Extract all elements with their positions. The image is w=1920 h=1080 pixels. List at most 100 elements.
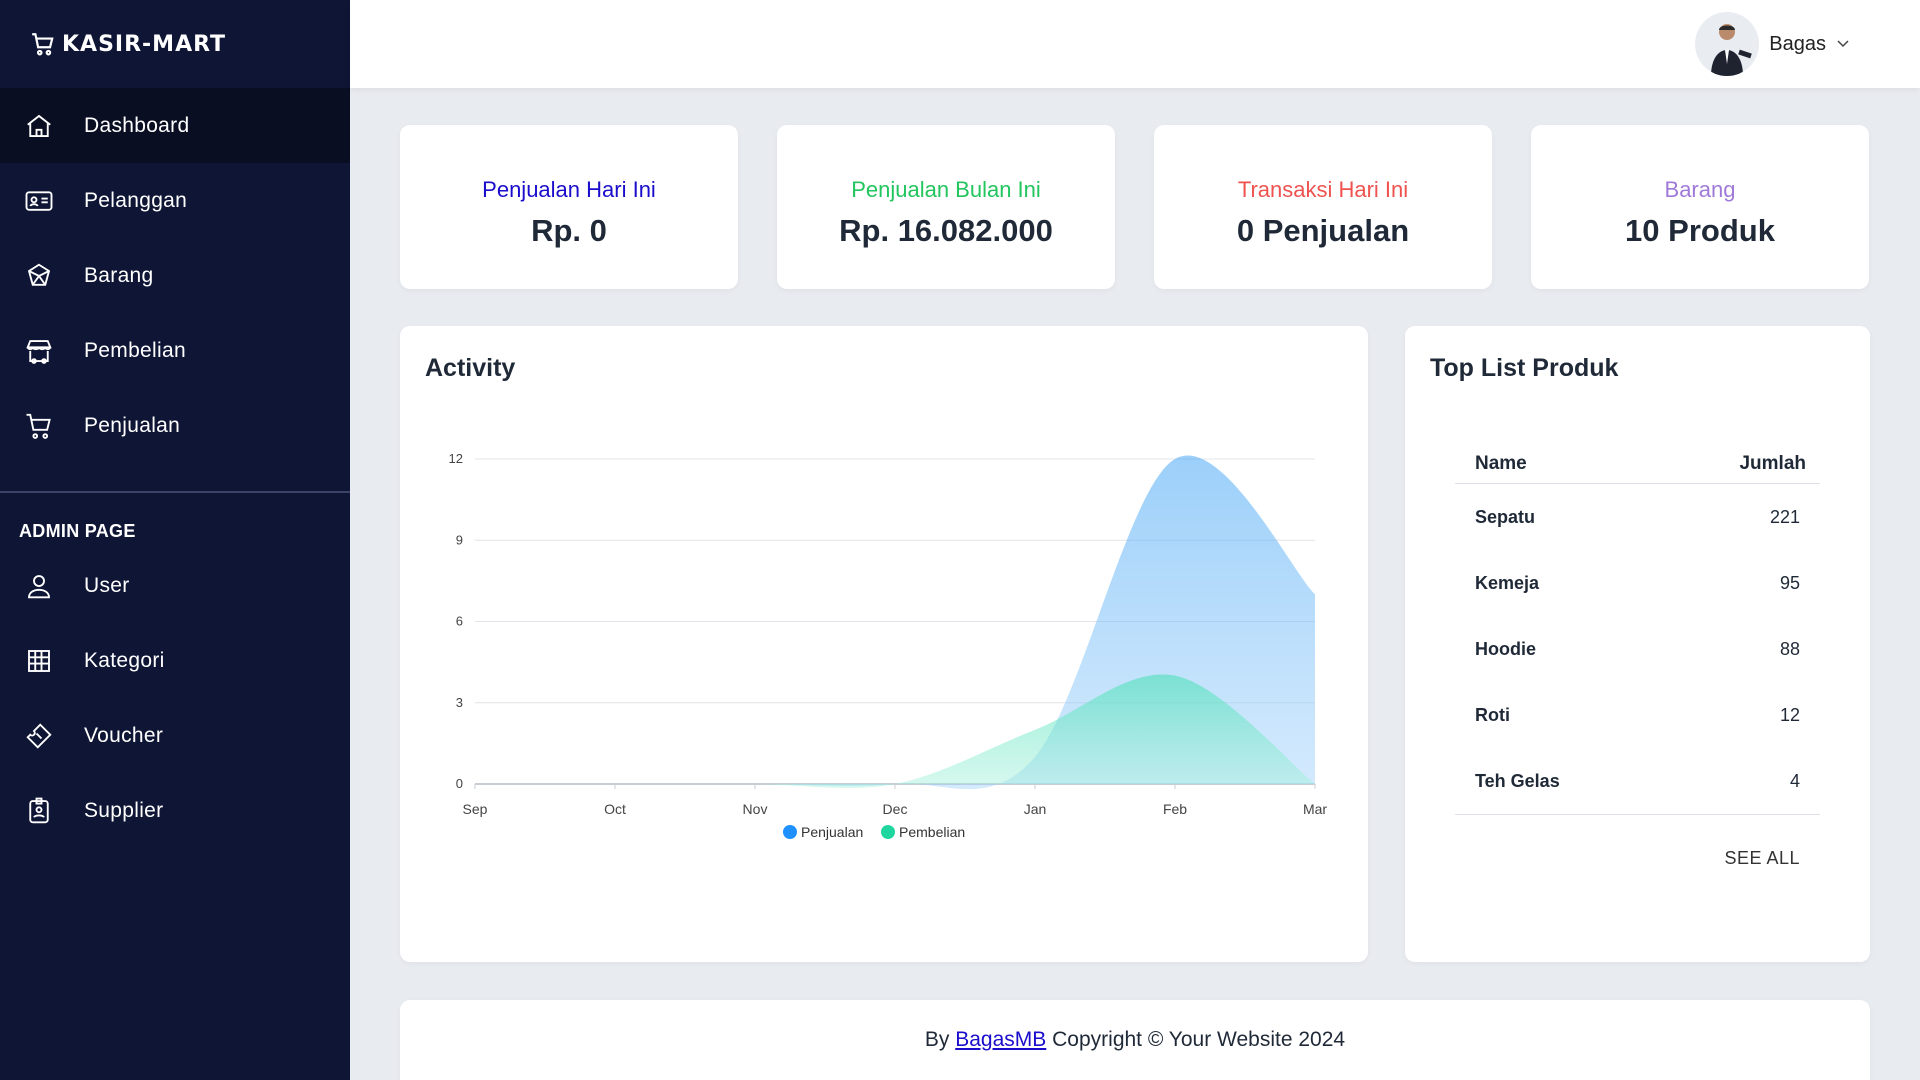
cart-icon xyxy=(32,33,54,56)
activity-title: Activity xyxy=(425,354,516,382)
legend-marker xyxy=(881,825,895,839)
admin-section-title: ADMIN PAGE xyxy=(19,521,136,541)
footer-text: By BagasMB Copyright © Your Website 2024 xyxy=(400,1000,1870,1052)
footer-prefix: By xyxy=(924,1028,956,1051)
sidebar-item-user[interactable]: User xyxy=(0,548,350,623)
brand-name: KASIR-MART xyxy=(62,31,227,57)
sidebar-item-voucher[interactable]: Voucher xyxy=(0,698,350,773)
table-row: Hoodie 88 xyxy=(1455,616,1820,682)
activity-chart: 0 3 6 9 12 Sep Oct Nov Dec Jan Feb Mar Penjualan Pem… xyxy=(449,451,1328,840)
sidebar-item-supplier[interactable]: Supplier xyxy=(0,773,350,848)
column-header-name: Name xyxy=(1475,452,1527,474)
legend-item-penjualan[interactable]: Penjualan xyxy=(783,824,863,840)
sidebar-item-pelanggan[interactable]: Pelanggan xyxy=(0,163,350,238)
y-tick-label: 0 xyxy=(456,776,463,791)
product-name: Hoodie xyxy=(1475,638,1536,659)
table-row: Sepatu 221 xyxy=(1455,484,1820,550)
top-list-title: Top List Produk xyxy=(1430,354,1619,382)
user-name: Bagas xyxy=(1769,32,1826,55)
stat-label: Transaksi Hari Ini xyxy=(1237,177,1409,202)
table-row: Teh Gelas 4 xyxy=(1455,748,1820,814)
sidebar-item-label: Voucher xyxy=(84,723,164,747)
activity-card: Activity 0 3 6 9 12 Sep Oct Nov Dec Jan Feb Mar Pen… xyxy=(400,326,1368,962)
sidebar-divider xyxy=(0,491,350,493)
column-header-jumlah: Jumlah xyxy=(1739,452,1806,474)
grid-icon xyxy=(22,644,56,678)
avatar xyxy=(1695,12,1760,76)
see-all-link[interactable]: SEE ALL xyxy=(1724,848,1800,868)
sidebar-item-label: Pelanggan xyxy=(84,188,188,212)
stat-card-transaksi-hari-ini: Transaksi Hari Ini 0 Penjualan xyxy=(1154,125,1492,289)
chevron-down-icon xyxy=(1837,40,1849,48)
x-tick-label: Sep xyxy=(463,801,488,817)
product-qty: 88 xyxy=(1779,638,1800,659)
table-divider xyxy=(1455,814,1820,815)
sidebar-item-kategori[interactable]: Kategori xyxy=(0,623,350,698)
legend-label: Penjualan xyxy=(801,824,863,840)
y-tick-label: 3 xyxy=(456,695,463,710)
sidebar-item-dashboard[interactable]: Dashboard xyxy=(0,88,350,163)
store-icon xyxy=(22,334,56,368)
legend-item-pembelian[interactable]: Pembelian xyxy=(881,824,965,840)
x-tick-label: Nov xyxy=(743,801,768,817)
y-tick-label: 12 xyxy=(449,451,463,466)
top-list-table: Name Jumlah Sepatu 221 Kemeja 95 Hoodie … xyxy=(1455,444,1820,815)
footer: By BagasMB Copyright © Your Website 2024 xyxy=(400,1000,1870,1080)
footer-author-link[interactable]: BagasMB xyxy=(955,1028,1047,1051)
sidebar-item-barang[interactable]: Barang xyxy=(0,238,350,313)
y-tick-label: 6 xyxy=(456,614,463,629)
product-qty: 4 xyxy=(1789,770,1800,791)
top-list-card: Top List Produk Name Jumlah Sepatu 221 K… xyxy=(1405,326,1870,962)
sidebar-item-pembelian[interactable]: Pembelian xyxy=(0,313,350,388)
sidebar-item-label: Pembelian xyxy=(84,338,186,362)
product-qty: 95 xyxy=(1779,572,1800,593)
home-icon xyxy=(22,109,56,143)
topbar: Bagas xyxy=(350,0,1920,88)
brand[interactable]: KASIR-MART xyxy=(0,0,350,88)
id-card-icon xyxy=(22,184,56,218)
box-icon xyxy=(22,259,56,293)
stat-value: Rp. 0 xyxy=(531,213,607,248)
table-header: Name Jumlah xyxy=(1455,444,1820,484)
product-name: Teh Gelas xyxy=(1475,770,1560,791)
product-qty: 12 xyxy=(1779,704,1800,725)
product-name: Kemeja xyxy=(1475,572,1540,593)
stat-value: Rp. 16.082.000 xyxy=(839,213,1053,248)
sidebar-item-label: Penjualan xyxy=(84,413,181,437)
sidebar-item-label: Dashboard xyxy=(84,113,190,137)
x-tick-label: Mar xyxy=(1303,801,1327,817)
x-tick-label: Oct xyxy=(604,801,626,817)
stat-card-penjualan-hari-ini: Penjualan Hari Ini Rp. 0 xyxy=(400,125,738,289)
sidebar-item-label: Supplier xyxy=(84,798,164,822)
main-nav: Dashboard Pelanggan Barang Pembelian Pen… xyxy=(0,88,350,463)
stat-label: Penjualan Bulan Ini xyxy=(851,177,1041,202)
legend-label: Pembelian xyxy=(899,824,965,840)
stat-label: Barang xyxy=(1664,177,1736,202)
user-icon xyxy=(22,569,56,603)
sidebar-item-penjualan[interactable]: Penjualan xyxy=(0,388,350,463)
sidebar-item-label: Barang xyxy=(84,263,154,287)
stat-label: Penjualan Hari Ini xyxy=(482,177,656,202)
stat-card-penjualan-bulan-ini: Penjualan Bulan Ini Rp. 16.082.000 xyxy=(777,125,1115,289)
table-row: Kemeja 95 xyxy=(1455,550,1820,616)
user-menu[interactable]: Bagas xyxy=(1695,12,1850,76)
x-tick-label: Jan xyxy=(1024,801,1047,817)
product-name: Sepatu xyxy=(1475,506,1536,527)
series-area-pembelian xyxy=(475,674,1315,789)
stat-value: 0 Penjualan xyxy=(1236,213,1410,248)
x-tick-label: Dec xyxy=(883,801,908,817)
legend-marker xyxy=(783,825,797,839)
cart-icon xyxy=(22,409,56,443)
admin-nav: User Kategori Voucher Supplier xyxy=(0,548,350,848)
footer-copyright: Copyright © Your Website 2024 xyxy=(1046,1028,1346,1051)
table-row: Roti 12 xyxy=(1455,682,1820,748)
x-tick-label: Feb xyxy=(1163,801,1187,817)
badge-icon xyxy=(22,794,56,828)
sidebar-item-label: User xyxy=(84,573,130,597)
sidebar: KASIR-MART Dashboard Pelanggan Barang Pe… xyxy=(0,0,350,1080)
y-tick-label: 9 xyxy=(456,532,463,547)
stat-value: 10 Produk xyxy=(1625,213,1775,248)
product-name: Roti xyxy=(1475,704,1510,725)
stat-card-barang: Barang 10 Produk xyxy=(1531,125,1869,289)
sidebar-item-label: Kategori xyxy=(84,648,165,672)
